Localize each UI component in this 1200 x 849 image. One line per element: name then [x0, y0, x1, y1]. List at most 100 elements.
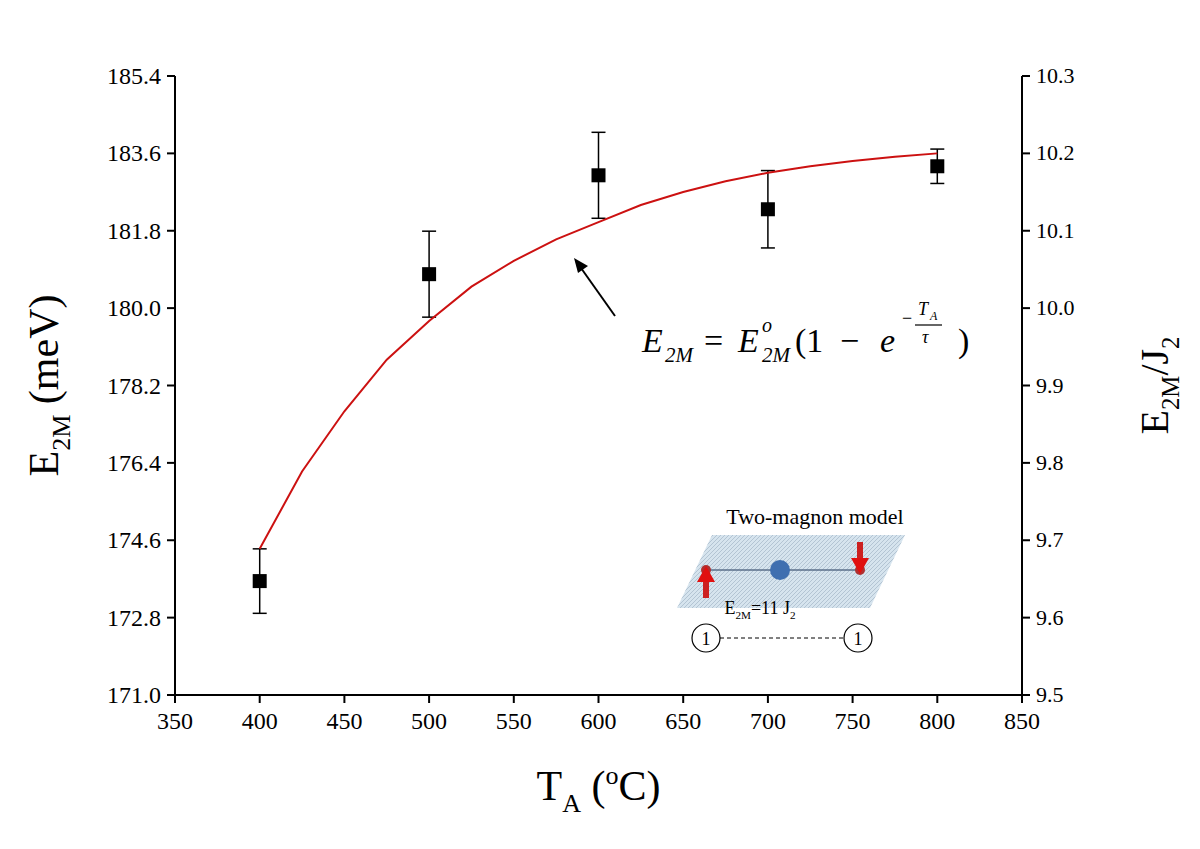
annotation-text: )	[958, 322, 969, 360]
y2-tick-label: 9.7	[1036, 527, 1064, 552]
error-cap	[930, 183, 944, 185]
y-tick	[167, 617, 175, 619]
point	[592, 168, 606, 182]
inset-site-circle	[844, 624, 872, 652]
y2-tick	[1022, 152, 1030, 154]
y-tick-label: 172.8	[107, 605, 161, 631]
annotation-text: (1	[795, 322, 823, 360]
text-part: o	[605, 761, 618, 790]
text-part: (	[581, 763, 606, 810]
spin-down	[857, 542, 863, 560]
fit-line	[260, 153, 938, 548]
error-cap	[592, 218, 606, 220]
y-tick-label: 181.8	[107, 218, 161, 244]
chart: 350400450500550600650700750800850171.017…	[0, 0, 1200, 849]
y2-tick-label: 10.3	[1036, 63, 1075, 88]
text-part: 2M	[1157, 376, 1184, 410]
x-tick	[598, 695, 600, 703]
y-tick	[167, 694, 175, 696]
x-tick-label: 500	[411, 708, 447, 734]
annotation-text: o	[762, 314, 772, 336]
y-tick-label: 185.4	[107, 63, 161, 89]
plot-area	[253, 132, 945, 613]
y2-tick	[1022, 617, 1030, 619]
inset-title: Two-magnon model	[726, 504, 903, 529]
x-tick-label: 600	[581, 708, 617, 734]
annotation-arrow	[581, 268, 615, 316]
y2-tick-label: 10.1	[1036, 218, 1075, 243]
x-tick	[1021, 695, 1023, 703]
y-tick-label: 174.6	[107, 527, 161, 553]
x-tick	[936, 695, 938, 703]
y-tick	[167, 462, 175, 464]
y2-tick	[1022, 230, 1030, 232]
error-cap	[930, 148, 944, 150]
y-tick	[167, 539, 175, 541]
text-part: 2M	[47, 415, 76, 451]
y-tick-label: 180.0	[107, 295, 161, 321]
y2-tick-label: 9.5	[1036, 682, 1064, 707]
x-tick-label: 650	[665, 708, 701, 734]
text-part: 2M	[735, 609, 751, 621]
point	[930, 159, 944, 173]
error-bar	[422, 231, 436, 317]
y-tick	[167, 307, 175, 309]
text-part: E	[1132, 410, 1177, 434]
inset-site-label: 1	[702, 629, 711, 649]
annotation-text: 2M	[665, 343, 695, 367]
text-part: =11 J	[751, 598, 790, 618]
y-tick-label: 183.6	[107, 140, 161, 166]
error-bar	[761, 171, 775, 248]
point	[422, 267, 436, 281]
text-part: A	[562, 789, 581, 818]
x-axis-title: TA (oC)	[537, 761, 661, 818]
y2-tick-label: 10.0	[1036, 295, 1075, 320]
error-cap	[253, 613, 267, 615]
point	[253, 574, 267, 588]
y-tick	[167, 230, 175, 232]
x-tick	[259, 695, 261, 703]
annotation-text: E	[641, 322, 663, 359]
y-tick	[167, 385, 175, 387]
x-tick-label: 550	[496, 708, 532, 734]
text-part: C)	[618, 763, 660, 810]
annotation-arrowhead	[574, 258, 588, 273]
annotation-text: T	[918, 299, 930, 319]
x-tick-label: 750	[835, 708, 871, 734]
error-cap	[761, 247, 775, 249]
annotation-text: τ	[922, 327, 929, 347]
text-part: (meV)	[21, 295, 68, 415]
spin-up	[703, 580, 709, 598]
inset-site-label: 1	[854, 629, 863, 649]
annotation-text: −	[902, 308, 912, 328]
y-tick	[167, 75, 175, 77]
spin-up-head	[697, 566, 715, 582]
annotation-text: E	[737, 322, 759, 359]
annotation-text: −	[840, 322, 859, 359]
y2-tick	[1022, 307, 1030, 309]
text-part: 2	[790, 609, 796, 621]
error-bar	[592, 132, 606, 218]
y-tick-label: 178.2	[107, 373, 161, 399]
x-tick-label: 450	[326, 708, 362, 734]
y2-axis-title: E2M/J2	[1132, 337, 1184, 435]
annotation-text: A	[929, 309, 938, 323]
x-tick-label: 400	[242, 708, 278, 734]
inset-link	[720, 638, 844, 639]
x-tick	[513, 695, 515, 703]
annotation-text: 2M	[762, 343, 792, 367]
inset-label: E2M=11 J2	[724, 598, 795, 621]
text-part: E	[724, 598, 735, 618]
x-tick	[767, 695, 769, 703]
text-part: /J	[1132, 349, 1177, 376]
y-tick-label: 176.4	[107, 450, 161, 476]
y-tick	[167, 152, 175, 154]
y2-tick-label: 10.2	[1036, 140, 1075, 165]
x-tick-label: 350	[157, 708, 193, 734]
y2-tick	[1022, 75, 1030, 77]
x-tick-label: 800	[919, 708, 955, 734]
fraction-bar	[915, 324, 942, 325]
spin-down-head	[851, 558, 869, 574]
error-bar	[253, 549, 267, 613]
y2-tick-label: 9.6	[1036, 605, 1064, 630]
